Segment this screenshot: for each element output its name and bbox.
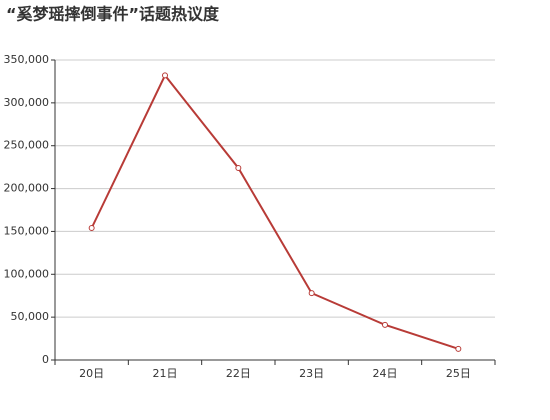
point: [235, 165, 242, 171]
y-tick-label: 300,000: [4, 96, 50, 109]
point: [88, 225, 95, 231]
chart-title: “奚梦瑶摔倒事件”话题热议度: [6, 5, 220, 24]
point: [455, 345, 462, 352]
y-tick-label: 200,000: [4, 182, 50, 195]
point: [382, 321, 388, 328]
y-tick-label: 100,000: [4, 267, 50, 280]
point: [162, 72, 168, 79]
point: [308, 290, 315, 297]
y-tick-label: 250,000: [4, 139, 50, 152]
x-tick-label: 22日: [226, 367, 251, 380]
line-series: [90, 73, 459, 350]
x-tick-label: 21日: [153, 367, 178, 380]
x-tick-label: 25日: [446, 367, 471, 380]
x-tick-label: 23日: [299, 367, 324, 380]
y-tick-label: 350,000: [4, 53, 50, 66]
y-tick-label: 150,000: [4, 224, 50, 237]
x-tick-label: 24日: [373, 367, 398, 380]
y-tick-label: 0: [42, 353, 49, 366]
y-tick-label: 50,000: [11, 310, 50, 323]
x-tick-label: 20日: [79, 367, 104, 380]
